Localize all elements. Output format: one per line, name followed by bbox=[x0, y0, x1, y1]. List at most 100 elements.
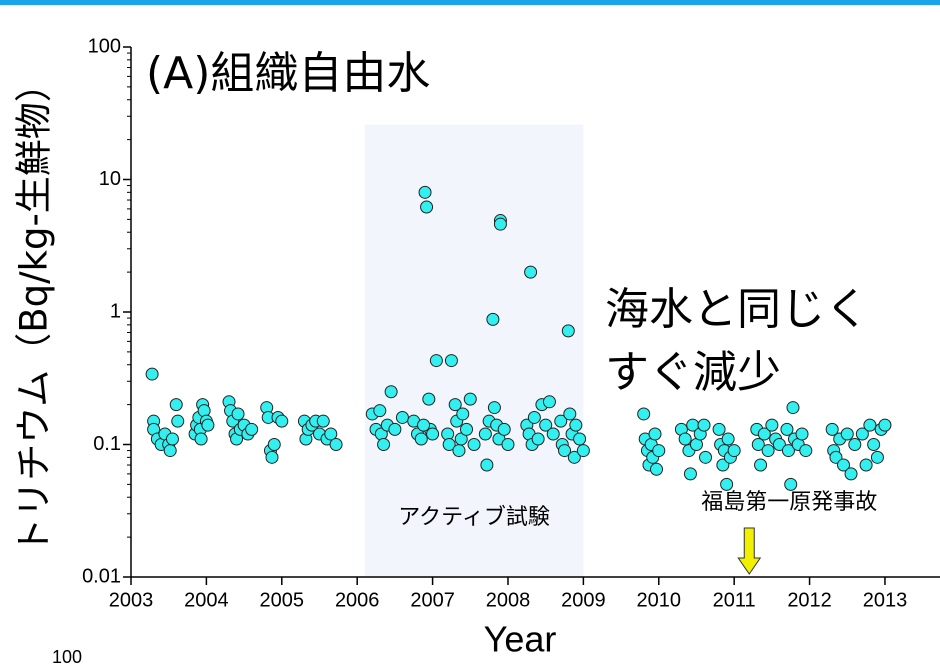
data-point bbox=[697, 418, 711, 432]
data-point bbox=[652, 444, 666, 458]
data-point bbox=[542, 395, 556, 409]
highlight-band bbox=[364, 124, 584, 578]
data-point bbox=[163, 444, 177, 458]
data-point bbox=[329, 438, 343, 451]
data-point bbox=[855, 427, 869, 441]
annotation: すぐ減少 bbox=[605, 347, 781, 398]
data-point bbox=[493, 217, 507, 231]
data-point bbox=[395, 410, 409, 424]
data-point bbox=[501, 438, 515, 451]
data-point bbox=[859, 458, 873, 472]
data-point bbox=[786, 401, 800, 415]
data-point bbox=[478, 427, 492, 441]
y-tick-label: 100 bbox=[88, 35, 121, 57]
data-point bbox=[231, 407, 245, 421]
data-point bbox=[567, 450, 581, 464]
data-point bbox=[563, 407, 577, 421]
data-point bbox=[648, 427, 662, 441]
data-point bbox=[420, 200, 434, 214]
data-point bbox=[678, 432, 692, 446]
data-point bbox=[546, 427, 560, 441]
data-point bbox=[316, 414, 330, 428]
y-tick-label: 10 bbox=[99, 168, 121, 190]
data-point bbox=[265, 450, 279, 464]
data-point bbox=[414, 432, 428, 446]
annotation: アクティブ試験 bbox=[398, 505, 550, 530]
data-point bbox=[573, 432, 587, 446]
data-point bbox=[452, 444, 466, 458]
data-point bbox=[245, 422, 259, 436]
x-tick-label: 2010 bbox=[637, 589, 682, 611]
data-point bbox=[165, 432, 179, 446]
data-point bbox=[683, 467, 697, 481]
data-point bbox=[863, 418, 877, 432]
data-point bbox=[442, 438, 456, 451]
data-point bbox=[772, 438, 786, 451]
data-point bbox=[637, 407, 651, 421]
data-point bbox=[480, 458, 494, 472]
data-point bbox=[721, 432, 735, 446]
chart-title: (A)組織自由水 bbox=[146, 48, 430, 99]
x-axis-label: Year bbox=[484, 619, 557, 660]
data-point bbox=[463, 392, 477, 406]
data-point bbox=[765, 418, 779, 432]
data-point bbox=[720, 477, 734, 491]
y-tick-label: 1 bbox=[110, 300, 121, 322]
data-point bbox=[418, 185, 432, 199]
data-point bbox=[384, 385, 398, 399]
data-point bbox=[422, 392, 436, 406]
background-layer bbox=[364, 124, 584, 578]
top-bar bbox=[0, 0, 940, 5]
x-tick-label: 2011 bbox=[713, 589, 756, 611]
x-tick-label: 2007 bbox=[410, 589, 455, 611]
data-point bbox=[448, 398, 462, 412]
data-point bbox=[699, 450, 713, 464]
data-point bbox=[444, 354, 458, 368]
arrow bbox=[737, 527, 762, 575]
data-point bbox=[487, 401, 501, 415]
data-point bbox=[388, 422, 402, 436]
x-tick-label: 2003 bbox=[109, 589, 154, 611]
data-point bbox=[727, 444, 741, 458]
data-point bbox=[554, 414, 568, 428]
data-point bbox=[201, 418, 215, 432]
next-panel-tick: 100 bbox=[52, 647, 82, 664]
annotation: 海水と同じく bbox=[605, 284, 869, 335]
data-point bbox=[460, 422, 474, 436]
data-point bbox=[267, 438, 281, 451]
data-point bbox=[836, 458, 850, 472]
y-tick-label: 0.1 bbox=[93, 433, 121, 455]
x-tick-label: 2009 bbox=[561, 589, 606, 611]
x-tick-label: 2012 bbox=[787, 589, 832, 611]
data-point bbox=[497, 422, 511, 436]
x-tick-label: 2008 bbox=[486, 589, 531, 611]
y-tick-label: 0.01 bbox=[82, 565, 121, 587]
data-point bbox=[456, 407, 470, 421]
data-point bbox=[429, 354, 443, 368]
data-point bbox=[799, 444, 813, 458]
data-point bbox=[561, 324, 575, 338]
data-point bbox=[754, 458, 768, 472]
data-point bbox=[169, 398, 183, 412]
data-point bbox=[878, 418, 892, 432]
data-point bbox=[795, 427, 809, 441]
data-point bbox=[197, 404, 211, 418]
data-point bbox=[171, 414, 185, 428]
data-point bbox=[848, 438, 862, 451]
data-point bbox=[194, 432, 208, 446]
data-point bbox=[569, 418, 583, 432]
data-point bbox=[829, 450, 843, 464]
data-point bbox=[527, 410, 541, 424]
data-point bbox=[531, 432, 545, 446]
data-point bbox=[784, 477, 798, 491]
data-point bbox=[373, 404, 387, 418]
y-axis-label: トリチウム（Bq/kg-生鮮物） bbox=[13, 65, 56, 555]
data-point bbox=[275, 414, 289, 428]
data-point bbox=[417, 418, 431, 432]
data-point bbox=[558, 444, 572, 458]
data-point bbox=[467, 438, 481, 451]
data-point bbox=[781, 444, 795, 458]
data-point bbox=[650, 462, 664, 476]
x-tick-label: 2005 bbox=[260, 589, 305, 611]
